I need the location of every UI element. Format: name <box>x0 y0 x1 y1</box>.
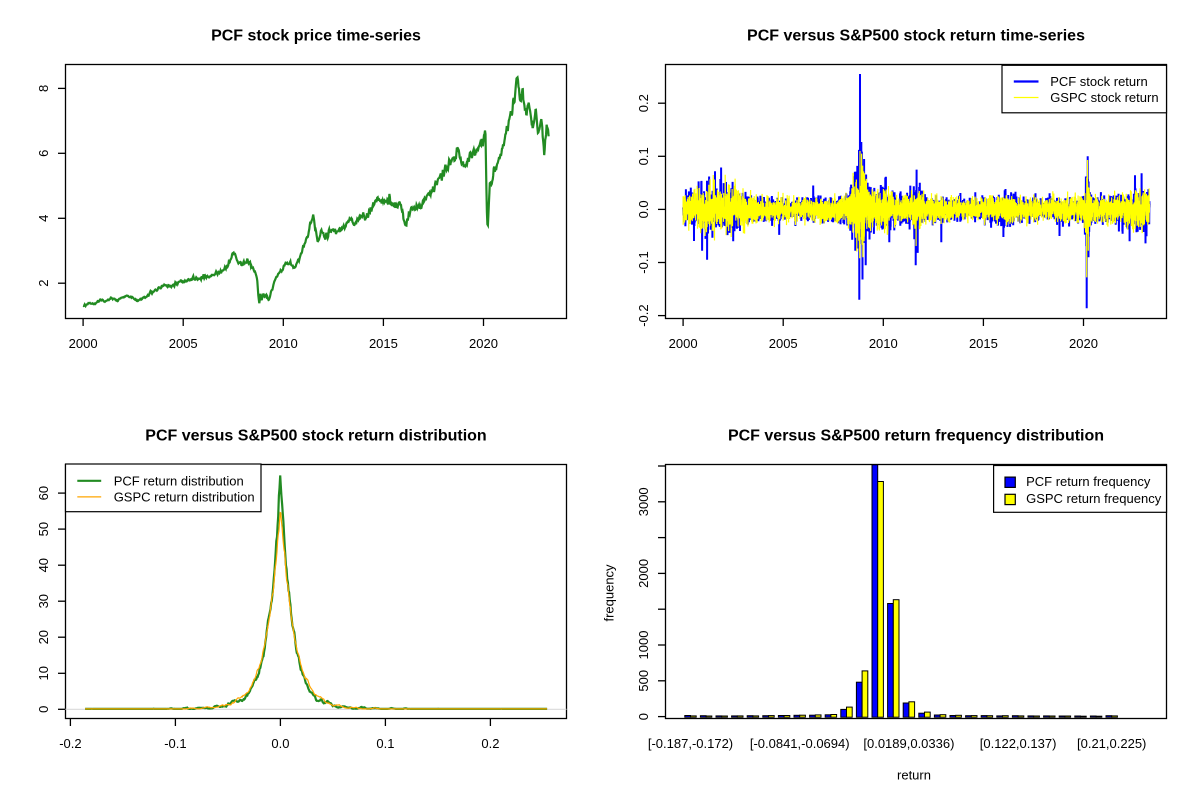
svg-text:0.0: 0.0 <box>271 736 289 751</box>
svg-text:2005: 2005 <box>769 336 798 351</box>
svg-text:-0.1: -0.1 <box>636 251 651 273</box>
svg-text:8: 8 <box>36 85 51 92</box>
svg-text:1000: 1000 <box>636 631 651 660</box>
svg-text:0.1: 0.1 <box>636 147 651 165</box>
svg-text:2005: 2005 <box>169 336 198 351</box>
svg-text:-0.2: -0.2 <box>59 736 81 751</box>
svg-text:2000: 2000 <box>69 336 98 351</box>
svg-text:[0.21,0.225): [0.21,0.225) <box>1077 736 1146 751</box>
svg-text:2000: 2000 <box>636 559 651 588</box>
svg-text:return: return <box>897 768 931 783</box>
svg-text:50: 50 <box>36 522 51 536</box>
svg-text:PCF stock price time-series: PCF stock price time-series <box>211 28 421 45</box>
svg-text:[-0.187,-0.172): [-0.187,-0.172) <box>648 736 733 751</box>
svg-text:0.2: 0.2 <box>481 736 499 751</box>
svg-text:2: 2 <box>36 280 51 287</box>
svg-text:2015: 2015 <box>969 336 998 351</box>
svg-text:30: 30 <box>36 594 51 608</box>
svg-text:2010: 2010 <box>269 336 298 351</box>
svg-text:PCF return frequency: PCF return frequency <box>1026 474 1151 489</box>
svg-text:-0.2: -0.2 <box>636 304 651 326</box>
svg-text:[0.122,0.137): [0.122,0.137) <box>980 736 1057 751</box>
svg-text:PCF return distribution: PCF return distribution <box>114 474 244 489</box>
svg-text:500: 500 <box>636 670 651 692</box>
svg-text:10: 10 <box>36 666 51 680</box>
svg-text:2020: 2020 <box>469 336 498 351</box>
svg-text:GSPC return frequency: GSPC return frequency <box>1026 491 1162 506</box>
svg-text:60: 60 <box>36 486 51 500</box>
svg-text:PCF versus S&P500 stock return: PCF versus S&P500 stock return distribut… <box>145 428 486 445</box>
svg-text:40: 40 <box>36 558 51 572</box>
svg-text:frequency: frequency <box>602 564 617 622</box>
svg-text:2015: 2015 <box>369 336 398 351</box>
svg-text:PCF versus S&P500 return frequ: PCF versus S&P500 return frequency distr… <box>728 428 1104 445</box>
svg-text:0.1: 0.1 <box>376 736 394 751</box>
svg-text:6: 6 <box>36 150 51 157</box>
svg-text:GSPC stock return: GSPC stock return <box>1050 90 1158 105</box>
svg-text:-0.1: -0.1 <box>164 736 186 751</box>
svg-text:[-0.0841,-0.0694): [-0.0841,-0.0694) <box>750 736 850 751</box>
svg-text:0.2: 0.2 <box>636 94 651 112</box>
svg-text:0: 0 <box>36 706 51 713</box>
svg-text:4: 4 <box>36 215 51 222</box>
svg-text:PCF versus S&P500 stock return: PCF versus S&P500 stock return time-seri… <box>747 28 1085 45</box>
svg-text:2010: 2010 <box>869 336 898 351</box>
svg-text:3000: 3000 <box>636 487 651 516</box>
svg-text:0.0: 0.0 <box>636 200 651 218</box>
svg-text:[0.0189,0.0336): [0.0189,0.0336) <box>863 736 954 751</box>
svg-text:GSPC return distribution: GSPC return distribution <box>114 490 255 505</box>
svg-text:PCF stock return: PCF stock return <box>1050 74 1148 89</box>
svg-text:0: 0 <box>636 713 651 720</box>
svg-text:2000: 2000 <box>669 336 698 351</box>
svg-text:20: 20 <box>36 630 51 644</box>
svg-text:2020: 2020 <box>1069 336 1098 351</box>
